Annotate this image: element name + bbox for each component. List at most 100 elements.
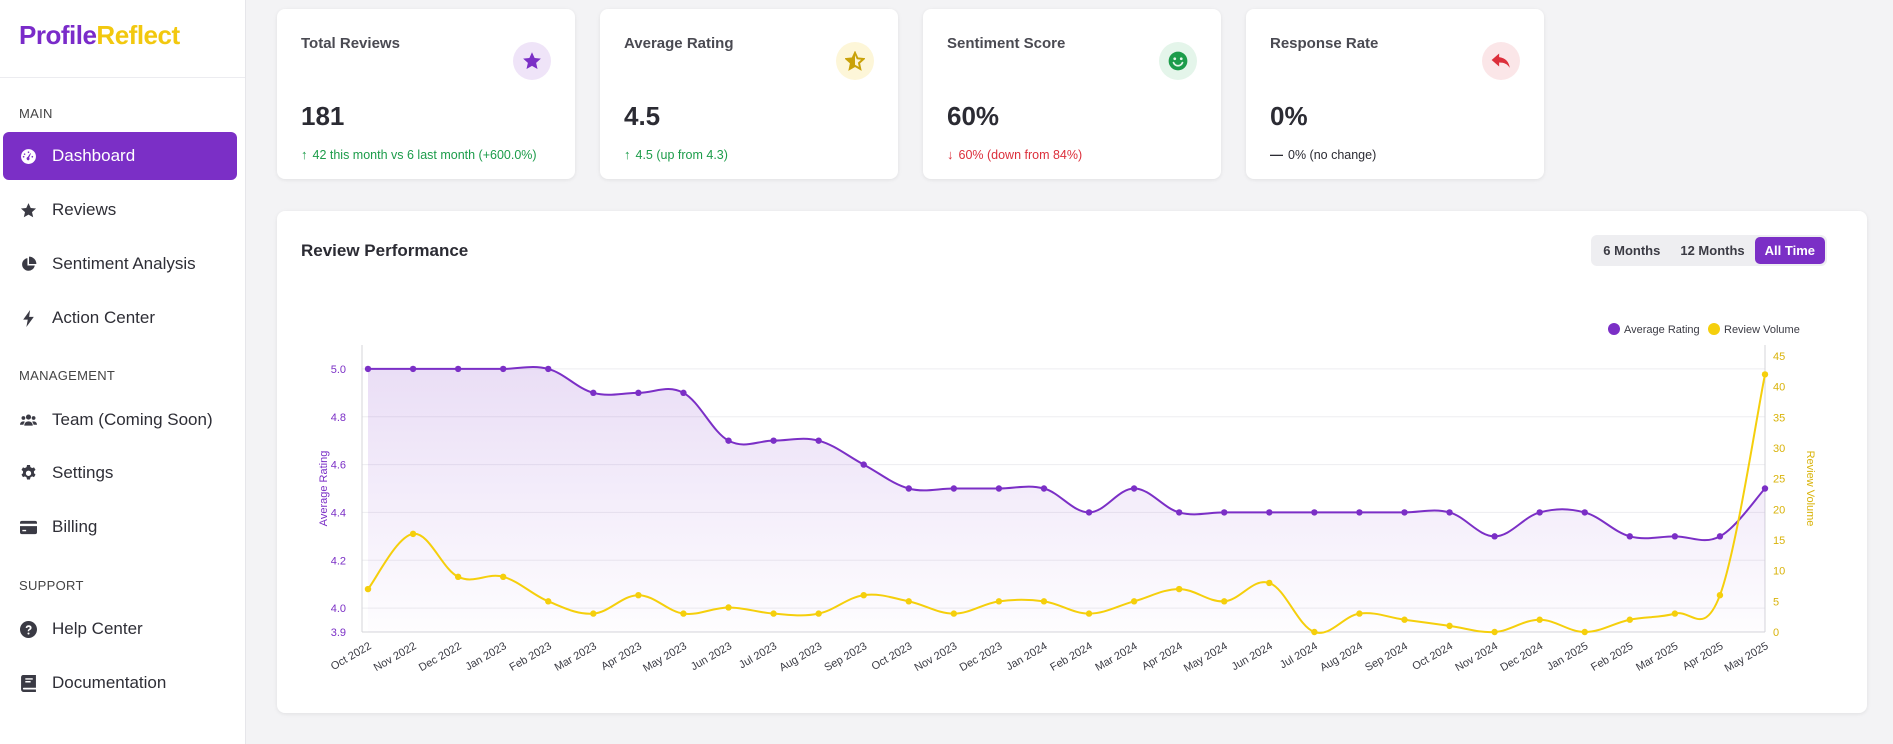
point-average-rating [815, 437, 822, 444]
brand-part1: Profile [19, 20, 97, 50]
stat-trend-text: 4.5 (up from 4.3) [635, 147, 728, 162]
sidebar-item-label: Help Center [52, 619, 143, 638]
sidebar-item-label: Reviews [52, 200, 117, 219]
credit-card-icon [19, 518, 37, 536]
point-average-rating [1040, 485, 1048, 492]
point-average-rating [905, 485, 912, 492]
point-average-rating [1716, 533, 1724, 540]
dash-icon: — [1270, 147, 1283, 162]
point-review-volume [950, 610, 958, 617]
stat-trend: — 0% (no change) [1270, 147, 1376, 162]
x-tick-label: Sep 2024 [1363, 640, 1410, 674]
chart-title: Review Performance [301, 241, 469, 260]
brand-logo[interactable]: ProfileReflect [0, 0, 245, 78]
point-review-volume [1040, 598, 1048, 605]
stat-value: 4.5 [624, 101, 661, 131]
point-review-volume [1491, 628, 1498, 636]
x-tick-label: Dec 2024 [1498, 640, 1545, 674]
y-right-axis-title: Review Volume [1804, 451, 1816, 527]
sidebar-item-sentiment-analysis[interactable]: Sentiment Analysis [3, 240, 237, 288]
arrow-down-icon: ↓ [947, 147, 954, 162]
y-left-tick-label: 4.2 [331, 555, 346, 567]
point-average-rating [995, 485, 1003, 492]
pie-chart-icon [19, 255, 37, 273]
point-average-rating [1446, 509, 1453, 516]
point-average-rating [499, 365, 507, 373]
stat-card-sentiment-score: Sentiment Score 60% ↓ 60% (down from 84%) [923, 9, 1221, 179]
x-tick-label: Feb 2023 [508, 640, 554, 674]
y-right-tick-label: 25 [1773, 474, 1785, 486]
point-average-rating [1671, 533, 1679, 540]
point-review-volume [1671, 610, 1679, 617]
x-tick-label: Nov 2023 [913, 640, 960, 674]
x-tick-label: Aug 2023 [777, 640, 824, 674]
bolt-icon [19, 309, 37, 327]
point-review-volume [499, 573, 507, 580]
y-right-tick-label: 15 [1773, 535, 1785, 547]
gauge-icon [19, 147, 37, 165]
sidebar-item-label: Billing [52, 517, 98, 536]
point-average-rating [1266, 509, 1273, 516]
point-review-volume [635, 592, 642, 599]
review-performance-card: 3.9 4.0 4.2 4.4 4.6 4.8 5.0 0 5 10 15 20 25 30 35 40 45 A… [277, 211, 1867, 713]
stat-title: Average Rating [624, 35, 734, 52]
half-star-icon [836, 42, 874, 80]
sidebar-item-help-center[interactable]: Help Center [3, 605, 237, 653]
point-review-volume [590, 610, 597, 617]
x-tick-label: Jun 2024 [1230, 640, 1275, 673]
point-review-volume [1221, 598, 1228, 605]
point-review-volume [1446, 622, 1453, 630]
range-all-time-button[interactable]: All Time [1754, 237, 1825, 264]
y-right-tick-label: 10 [1773, 566, 1785, 578]
x-tick-label: Jul 2024 [1278, 640, 1320, 671]
point-average-rating [1626, 533, 1634, 540]
point-review-volume [1311, 628, 1318, 636]
x-tick-label: Mar 2025 [1634, 640, 1680, 674]
range-12-months-button[interactable]: 12 Months [1670, 237, 1754, 264]
x-tick-label: Nov 2022 [372, 640, 419, 674]
sidebar-item-team[interactable]: Team (Coming Soon) [3, 396, 237, 444]
range-6-months-button[interactable]: 6 Months [1593, 237, 1670, 264]
brand-part2: Reflect [96, 20, 180, 50]
point-review-volume [1266, 579, 1273, 587]
sidebar-item-billing[interactable]: Billing [3, 503, 237, 551]
sidebar-item-documentation[interactable]: Documentation [3, 659, 237, 707]
stat-trend: ↑ 4.5 (up from 4.3) [624, 147, 728, 162]
point-review-volume [725, 604, 732, 611]
x-tick-label: Apr 2025 [1681, 640, 1726, 673]
point-review-volume [364, 585, 372, 593]
y-right-tick-label: 40 [1773, 382, 1785, 394]
y-left-axis-title: Average Rating [318, 451, 330, 527]
y-left-tick-label: 4.6 [331, 460, 346, 472]
point-review-volume [1085, 610, 1093, 617]
gear-icon [19, 464, 37, 482]
point-average-rating [590, 389, 597, 397]
x-tick-label: Nov 2024 [1453, 640, 1500, 674]
x-tick-label: Jan 2023 [463, 640, 508, 673]
y-left-tick-label: 4.4 [331, 507, 346, 519]
y-right-tick-label: 5 [1773, 596, 1779, 608]
sidebar-item-dashboard[interactable]: Dashboard [3, 132, 237, 180]
point-average-rating [1581, 509, 1588, 516]
time-range-selector: 6 Months 12 Months All Time [1591, 235, 1827, 266]
point-review-volume [545, 598, 552, 605]
point-average-rating [1401, 509, 1408, 516]
sidebar-item-settings[interactable]: Settings [3, 449, 237, 497]
book-icon [19, 674, 37, 692]
sidebar-item-reviews[interactable]: Reviews [3, 186, 237, 234]
reply-icon [1482, 42, 1520, 80]
sidebar-item-action-center[interactable]: Action Center [3, 294, 237, 342]
sidebar-item-label: Dashboard [52, 146, 136, 165]
rating-area [368, 367, 1765, 632]
point-average-rating [1175, 509, 1183, 516]
x-tick-label: Aug 2024 [1318, 640, 1365, 674]
star-icon [513, 42, 551, 80]
point-review-volume [1581, 628, 1588, 636]
point-review-volume [1356, 610, 1363, 617]
x-tick-label: Dec 2023 [958, 640, 1005, 674]
point-review-volume [680, 610, 687, 617]
point-average-rating [1761, 485, 1769, 492]
sidebar-item-label: Settings [52, 463, 114, 482]
stat-card-average-rating: Average Rating 4.5 ↑ 4.5 (up from 4.3) [600, 9, 898, 179]
x-tick-label: May 2023 [641, 640, 689, 675]
